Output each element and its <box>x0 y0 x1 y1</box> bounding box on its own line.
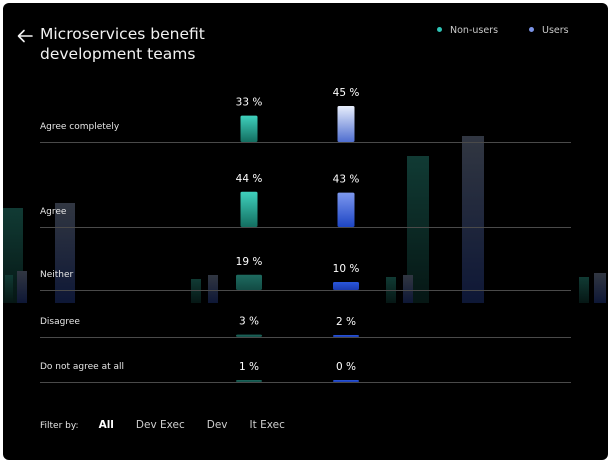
value-label-users-neither: 10 % <box>333 263 360 275</box>
bar-non-users-do-not-agree-at-all <box>236 380 262 382</box>
row-label-agree-completely: Agree completely <box>40 122 120 132</box>
page-title: Microservices benefit development teams <box>40 25 205 63</box>
value-label-users-disagree: 2 % <box>336 316 356 328</box>
legend-users: Users <box>529 25 569 36</box>
legend-label-non-users: Non-users <box>450 25 499 36</box>
bar-non-users-disagree <box>236 334 262 337</box>
filter-option-it-exec[interactable]: It Exec <box>249 419 285 431</box>
bar-chart: Agree completely 33 % 45 % Agree 44 % 43 % Nei… <box>40 87 571 383</box>
row-label-neither: Neither <box>40 270 74 280</box>
legend-dot-non-users <box>437 27 442 32</box>
chart-card: Microservices benefit development teams … <box>3 3 608 460</box>
row-label-do-not-agree-at-all: Do not agree at all <box>40 362 124 372</box>
row-label-agree: Agree <box>40 207 67 217</box>
bar-non-users-agree-completely <box>240 115 258 142</box>
value-label-non-users-agree: 44 % <box>236 173 263 185</box>
bar-users-do-not-agree-at-all <box>333 380 359 382</box>
value-label-users-do-not-agree-at-all: 0 % <box>336 361 356 373</box>
filter-option-all[interactable]: All <box>98 419 114 431</box>
value-label-non-users-agree-completely: 33 % <box>236 97 263 109</box>
bar-users-agree-completely <box>337 106 355 142</box>
bar-non-users-neither <box>236 274 262 290</box>
filter-option-dev[interactable]: Dev <box>206 419 228 431</box>
legend-non-users: Non-users <box>437 25 498 36</box>
bar-non-users-agree <box>240 191 258 227</box>
bar-users-neither <box>333 282 359 290</box>
value-label-non-users-neither: 19 % <box>236 256 263 268</box>
row-label-disagree: Disagree <box>40 317 80 327</box>
value-label-non-users-disagree: 3 % <box>239 316 259 328</box>
bar-users-agree <box>337 192 355 227</box>
legend-dot-users <box>529 27 534 32</box>
bar-users-disagree <box>333 335 359 337</box>
filter-label: Filter by: <box>40 421 79 431</box>
filter-bar: Filter by: All Dev Exec Dev It Exec <box>40 419 307 431</box>
legend-label-users: Users <box>542 25 569 36</box>
filter-option-dev-exec[interactable]: Dev Exec <box>135 419 185 431</box>
value-label-non-users-do-not-agree-at-all: 1 % <box>239 361 259 373</box>
value-label-users-agree-completely: 45 % <box>333 87 360 99</box>
value-label-users-agree: 43 % <box>333 174 360 186</box>
arrow-left-icon[interactable] <box>16 27 34 45</box>
